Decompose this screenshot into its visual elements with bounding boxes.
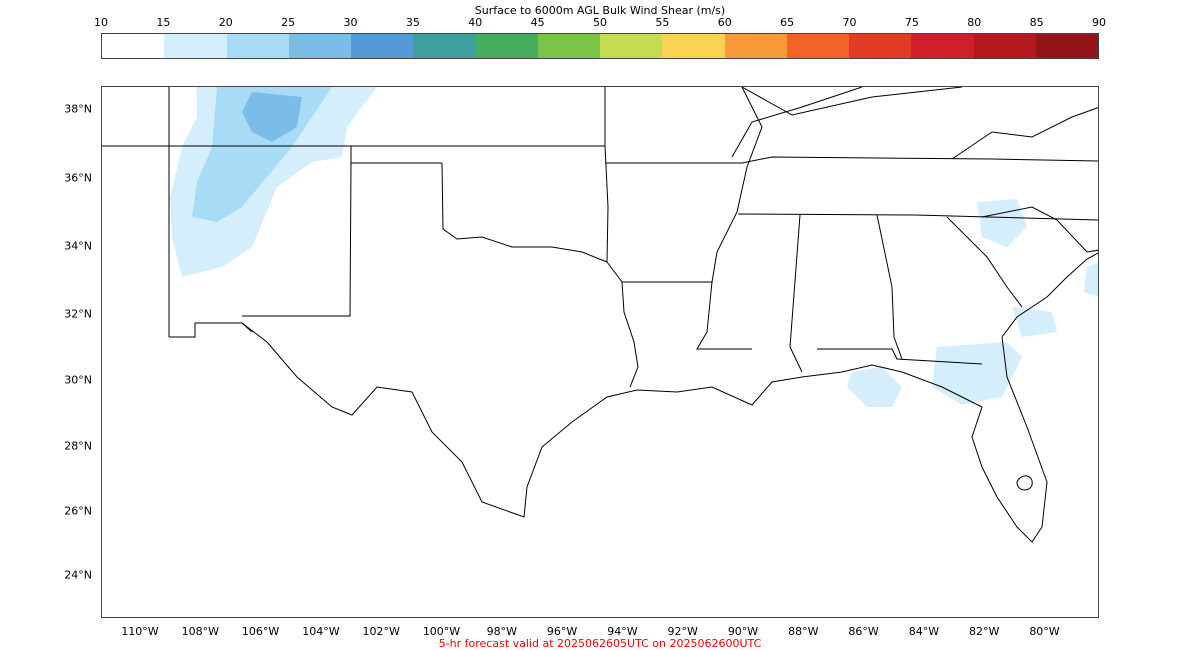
colorbar-segment — [226, 34, 289, 58]
lake-okeechobee — [1016, 475, 1033, 491]
kentucky-border — [731, 87, 863, 158]
colorbar-tick-label: 25 — [281, 16, 296, 29]
colorbar-tick-label: 15 — [156, 16, 171, 29]
colorbar-tick-label: 80 — [967, 16, 982, 29]
al-fl-border — [817, 348, 983, 365]
colorbar-segment — [911, 34, 974, 58]
colorbar-tick-label: 65 — [780, 16, 795, 29]
shear-shading — [170, 87, 1098, 407]
colorbar-segment — [413, 34, 476, 58]
al-ga-border — [876, 214, 903, 360]
mississippi-river — [696, 87, 763, 350]
longitude-label: 106°W — [241, 625, 280, 638]
longitude-label: 110°W — [121, 625, 159, 638]
colorbar-tick-label: 30 — [343, 16, 358, 29]
colorbar-tick-label: 20 — [218, 16, 233, 29]
colorbar-tick-label: 60 — [717, 16, 732, 29]
longitude-label: 86°W — [848, 625, 879, 638]
map-panel — [101, 86, 1099, 618]
shear-area-southwest-core — [242, 92, 302, 142]
colorbar-segment — [351, 34, 414, 58]
nc-sc-border — [981, 206, 1098, 253]
latitude-label: 28°N — [64, 439, 92, 453]
colorbar-segment — [288, 34, 351, 58]
latitude-label: 36°N — [64, 171, 92, 185]
colorbar-tick-label: 10 — [94, 16, 108, 29]
colorbar-segment — [102, 34, 165, 58]
longitude-label: 80°W — [1029, 625, 1060, 638]
colorbar-segment — [475, 34, 538, 58]
shear-area-ga-coast — [1012, 307, 1057, 337]
tn-border — [741, 156, 1098, 164]
shear-area-north-florida — [932, 342, 1022, 405]
longitude-label: 90°W — [727, 625, 759, 638]
colorbar-tick-label: 70 — [842, 16, 857, 29]
longitude-label: 98°W — [486, 625, 517, 638]
kentucky-upper — [741, 87, 963, 116]
colorbar-tick-label: 75 — [904, 16, 919, 29]
longitude-label: 104°W — [302, 625, 340, 638]
colorbar-tick-label: 40 — [468, 16, 483, 29]
colorbar-tick-label: 85 — [1029, 16, 1044, 29]
longitude-label: 92°W — [667, 625, 698, 638]
colorbar-segment — [1035, 34, 1098, 58]
latitude-label: 30°N — [64, 373, 92, 387]
longitude-label: 108°W — [181, 625, 219, 638]
longitude-label: 82°W — [969, 625, 1000, 638]
latitude-label: 24°N — [64, 568, 92, 582]
longitude-label: 102°W — [362, 625, 400, 638]
colorbar-tick-label: 35 — [405, 16, 420, 29]
shear-area-georgia — [977, 199, 1027, 247]
tn-ms-al-border — [737, 213, 1098, 221]
latitude-label: 32°N — [64, 307, 92, 321]
colorado-nm-border — [102, 145, 442, 164]
latitude-label: 38°N — [64, 102, 92, 116]
atlantic-coast — [1001, 252, 1098, 338]
colorbar-segment — [164, 34, 227, 58]
colorbar-segment — [662, 34, 725, 58]
shear-area-gulf — [847, 367, 902, 407]
longitude-label: 94°W — [607, 625, 638, 638]
ms-al-border — [789, 214, 803, 373]
colorbar-segment — [724, 34, 787, 58]
boundary-lines — [102, 87, 1098, 543]
latitude-label: 34°N — [64, 239, 92, 253]
tx-ok-red-river — [441, 162, 608, 263]
map-canvas — [102, 87, 1098, 543]
tx-big-bend — [195, 322, 253, 333]
virginia-line — [951, 107, 1098, 160]
colorbar-tick-label: 90 — [1092, 16, 1106, 29]
ga-sc-border — [946, 216, 1023, 308]
colorbar — [101, 33, 1099, 59]
colorbar-segment — [786, 34, 849, 58]
latitude-label: 26°N — [64, 504, 92, 518]
longitude-label: 88°W — [788, 625, 819, 638]
tx-la-border — [606, 261, 639, 388]
tx-gulf-coast — [241, 322, 1048, 543]
longitude-label: 100°W — [422, 625, 461, 638]
longitude-label: 96°W — [546, 625, 578, 638]
tx-panhandle-west — [242, 162, 352, 317]
colorbar-tick-label: 55 — [655, 16, 670, 29]
colorbar-segment — [600, 34, 663, 58]
shear-area-carolina — [1084, 262, 1098, 297]
colorbar-segment — [973, 34, 1036, 58]
forecast-caption: 5-hr forecast valid at 2025062605UTC on … — [438, 637, 762, 650]
colorbar-tick-label: 45 — [530, 16, 545, 29]
arkansas-ok-border — [604, 87, 609, 263]
colorbar-segment — [537, 34, 600, 58]
colorbar-segment — [849, 34, 912, 58]
nm-tx-border-west — [169, 322, 242, 338]
colorbar-title: Surface to 6000m AGL Bulk Wind Shear (m/… — [474, 4, 726, 17]
colorbar-tick-label: 50 — [593, 16, 607, 29]
longitude-label: 84°W — [908, 625, 940, 638]
